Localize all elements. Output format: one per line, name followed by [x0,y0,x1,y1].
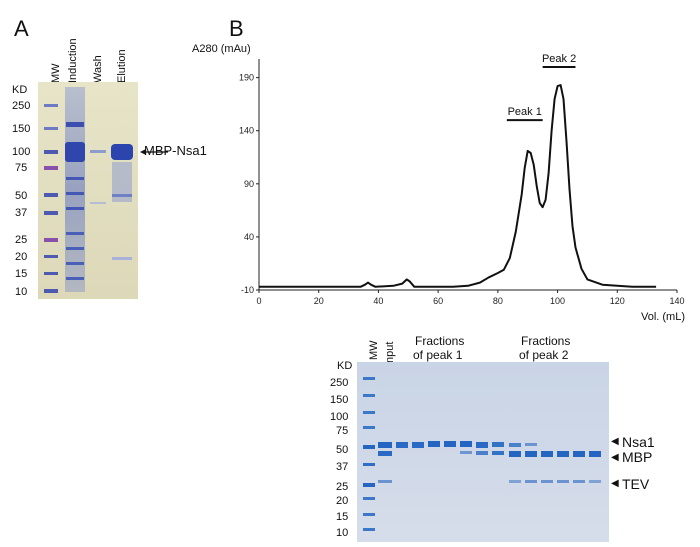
mw-marker-a-50: 50 [15,190,28,202]
mw-marker-b-37: 37 [336,461,349,473]
x-tick-label: 40 [373,296,383,306]
gel-a-wash-lane [90,150,106,204]
band-label-mbp: MBP [622,449,653,465]
mw-marker-b-250: 250 [330,377,349,389]
mw-marker-a-250: 250 [12,100,31,112]
fractions-peak1-line2: of peak 1 [413,348,463,362]
y-tick-label: 140 [239,126,254,136]
y-tick-label: 40 [244,232,254,242]
y-axis-label: A280 (mAu) [192,43,251,55]
kd-label-b: KD [337,360,353,372]
x-tick-label: 100 [550,296,565,306]
x-tick-label: 140 [669,296,684,306]
y-tick-label: 90 [244,179,254,189]
peak-annotation-label: Peak 1 [508,106,542,118]
triangle-pointer-icon: ◀ [611,478,619,489]
mw-marker-a-150: 150 [12,123,31,135]
band-label-nsa1: Nsa1 [622,434,655,450]
fractions-peak2-line1: Fractions [521,334,571,348]
gel-b-peak1-fractions [396,441,504,455]
mw-marker-b-50: 50 [336,444,349,456]
x-axis-label: Vol. (mL) [641,311,685,323]
a280-series-line [259,84,657,288]
fractions-peak2-line2: of peak 2 [519,348,569,362]
gel-a-mw-ladder [44,104,58,293]
triangle-pointer-icon: ◀ [611,452,619,463]
mw-marker-a-37: 37 [15,207,28,219]
mw-marker-b-100: 100 [330,411,349,423]
lane-header-elution: Elution [116,49,128,83]
mw-marker-b-10: 10 [336,527,349,539]
mw-marker-a-20: 20 [15,251,28,263]
gel-b [357,362,609,542]
mw-marker-a-100: 100 [12,146,31,158]
x-tick-label: 0 [256,296,261,306]
y-tick-label: 190 [239,73,254,83]
gel-b-peak2-fractions [509,443,601,483]
mw-marker-a-10: 10 [15,286,28,298]
x-tick-label: 60 [433,296,443,306]
x-tick-label: 120 [610,296,625,306]
mw-marker-b-150: 150 [330,394,349,406]
kd-label-a: KD [12,84,28,96]
lane-header-induction: Induction [67,38,79,83]
lane-header-b-mw: MW [368,340,380,360]
gel-a [38,82,138,299]
mw-marker-b-25: 25 [336,481,349,493]
mw-marker-a-15: 15 [15,268,28,280]
panel-a-letter: A [14,16,29,41]
gel-a-induction-lane [65,87,85,292]
y-tick-label: -10 [241,285,254,295]
mw-marker-b-75: 75 [336,425,349,437]
chromatogram-chart: -10 40 90 140 190 0 20 40 60 80 100 120 140 A280 (mAu… [192,43,685,323]
gel-b-input-lane [378,442,392,483]
triangle-pointer-icon: ◀ [611,436,619,447]
band-label-mbp-nsa1: MBP-Nsa1 [144,143,207,158]
fractions-peak1-line1: Fractions [415,334,465,348]
gel-a-elution-lane [111,144,133,260]
x-tick-label: 20 [314,296,324,306]
gel-b-mw-ladder [363,377,375,531]
panel-b-letter: B [229,16,244,41]
mw-marker-a-25: 25 [15,234,28,246]
mw-marker-a-75: 75 [15,162,28,174]
band-label-tev: TEV [622,476,650,492]
peak-annotation-label: Peak 2 [542,53,576,65]
arrow-left-icon [140,149,168,155]
mw-marker-b-15: 15 [336,511,349,523]
lane-header-mw: MW [50,63,62,83]
x-tick-label: 80 [493,296,503,306]
lane-header-wash: Wash [92,55,104,83]
mw-marker-b-20: 20 [336,495,349,507]
